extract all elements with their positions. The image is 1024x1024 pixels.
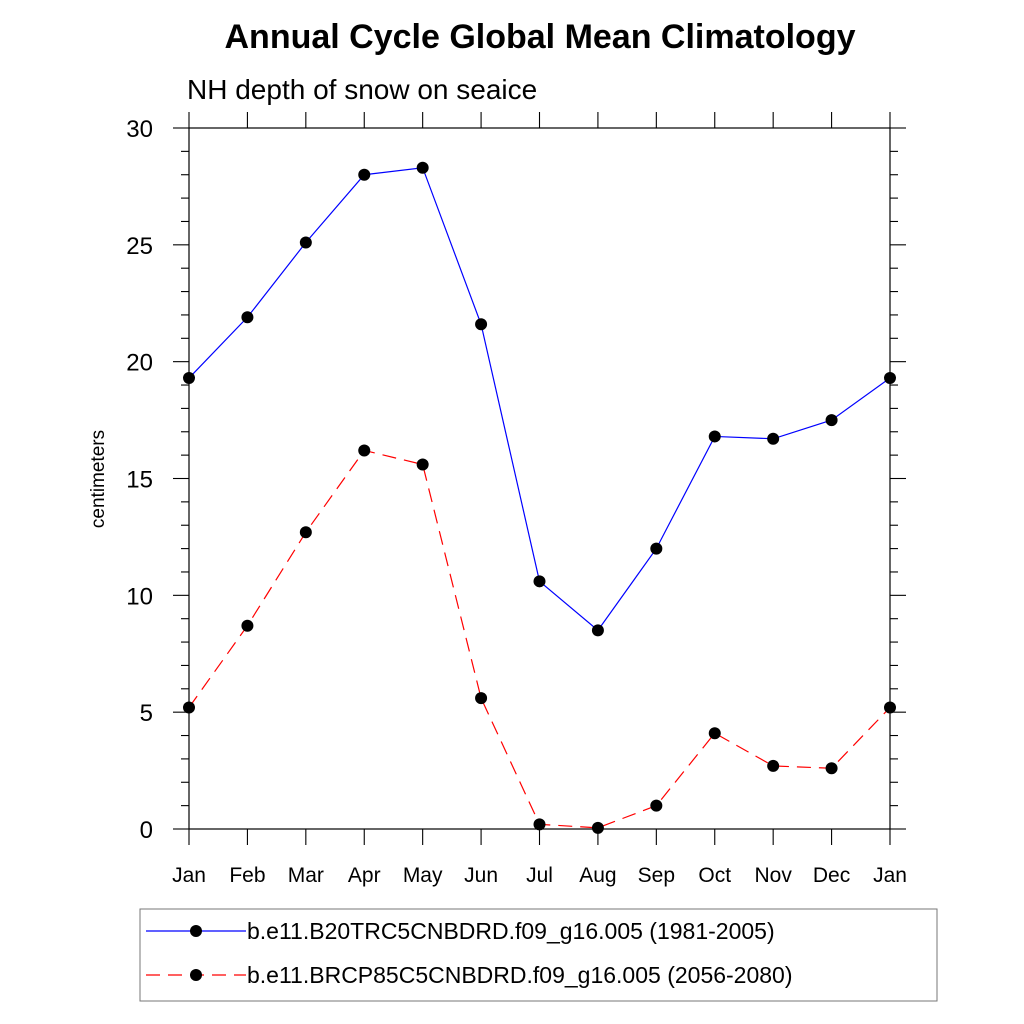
y-tick-label: 15 xyxy=(126,467,153,494)
y-axis-label: centimeters xyxy=(88,430,109,528)
series-line xyxy=(188,449,891,829)
legend-marker xyxy=(190,925,202,937)
data-point xyxy=(591,821,604,834)
x-tick-label: May xyxy=(403,864,443,887)
x-tick-label: Jan xyxy=(873,864,907,887)
legend: b.e11.B20TRC5CNBDRD.f09_g16.005 (1981-20… xyxy=(146,918,793,988)
x-tick-label: Feb xyxy=(229,864,265,887)
data-point xyxy=(884,372,896,385)
x-tick-label: Nov xyxy=(754,864,792,887)
y-axis: 0 5 10 15 20 25 30 xyxy=(126,116,906,844)
legend-label: b.e11.B20TRC5CNBDRD.f09_g16.005 (1981-20… xyxy=(247,918,775,944)
data-point xyxy=(299,236,312,249)
series-2 xyxy=(183,444,896,834)
series-line xyxy=(188,167,891,632)
data-point xyxy=(708,430,721,443)
data-point xyxy=(591,624,604,637)
data-point xyxy=(241,311,254,324)
data-point xyxy=(825,762,838,775)
data-point xyxy=(416,458,429,471)
plot-frame xyxy=(188,127,891,830)
data-point xyxy=(884,701,896,714)
y-tick-label: 0 xyxy=(140,817,153,844)
y-tick-label: 5 xyxy=(140,700,153,727)
data-point xyxy=(358,168,371,181)
data-point xyxy=(533,575,546,588)
x-tick-label: Jul xyxy=(526,864,553,887)
x-axis: Jan Feb Mar Apr May Jun Jul Aug Sep Oct Nov Dec Jan xyxy=(172,112,907,887)
x-tick-label: Apr xyxy=(348,864,381,887)
chart-subtitle: NH depth of snow on seaice xyxy=(187,74,537,105)
x-tick-label: Jun xyxy=(464,864,498,887)
x-tick-label: Oct xyxy=(698,864,731,887)
y-tick-label: 20 xyxy=(126,350,153,377)
y-tick-label: 25 xyxy=(126,233,153,260)
x-tick-label: Sep xyxy=(638,864,675,887)
data-point xyxy=(767,759,780,772)
data-point xyxy=(650,799,663,812)
y-tick-label: 30 xyxy=(126,116,153,143)
series-group xyxy=(183,161,896,834)
legend-marker xyxy=(190,969,202,981)
data-point xyxy=(183,372,195,385)
data-point xyxy=(767,432,780,445)
x-tick-label: Mar xyxy=(288,864,324,887)
data-point xyxy=(241,619,254,632)
chart-title: Annual Cycle Global Mean Climatology xyxy=(225,18,856,56)
data-point xyxy=(708,727,721,740)
data-point xyxy=(416,161,429,174)
data-point xyxy=(650,542,663,555)
x-tick-label: Jan xyxy=(172,864,206,887)
series-1 xyxy=(183,161,896,637)
data-point xyxy=(299,526,312,539)
data-point xyxy=(358,444,371,457)
data-point xyxy=(475,692,488,705)
x-tick-label: Aug xyxy=(579,864,616,887)
data-point xyxy=(183,701,195,714)
legend-box xyxy=(139,908,938,1002)
legend-label: b.e11.BRCP85C5CNBDRD.f09_g16.005 (2056-2… xyxy=(247,962,793,988)
data-point xyxy=(825,414,838,427)
y-tick-label: 10 xyxy=(126,583,153,610)
x-tick-label: Dec xyxy=(813,864,850,887)
data-point xyxy=(475,318,488,331)
data-point xyxy=(533,818,546,831)
